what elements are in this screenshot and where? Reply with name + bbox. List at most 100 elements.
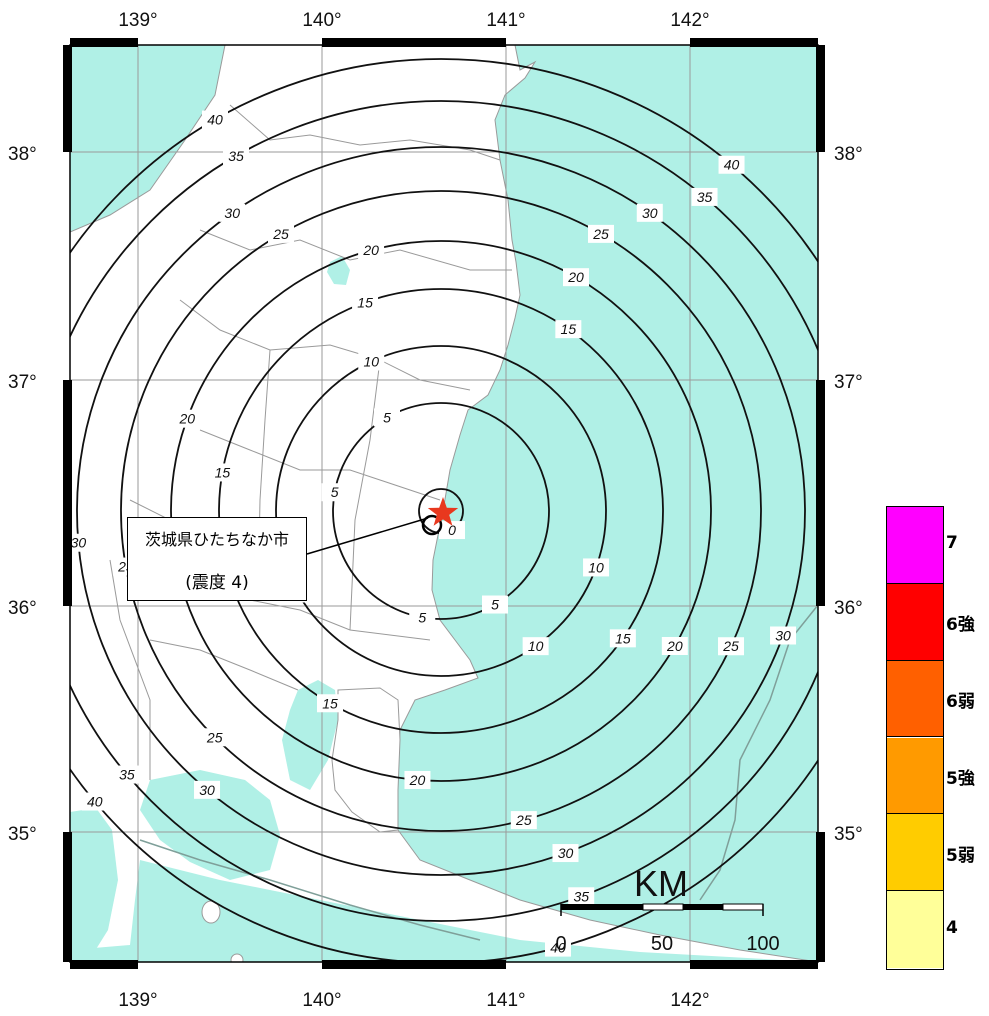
contour-label-bg [223, 146, 249, 165]
contour-label-bg [70, 533, 92, 552]
contour-label-30: 30 [558, 845, 574, 861]
contour-label-bg [81, 792, 108, 811]
scale-tick-50: 50 [651, 933, 673, 955]
legend-swatch-4 [887, 814, 943, 892]
contour-label-bg [482, 595, 508, 614]
contour-label-bg [691, 187, 718, 206]
legend-label-2: 6弱 [946, 692, 975, 713]
contour-label-5: 5 [418, 609, 426, 625]
contour-30 [76, 146, 806, 876]
scale-unit: KM [634, 863, 688, 904]
latitude-labels-right: 38° 37° 36° 35° [834, 144, 863, 845]
contour-label-40: 40 [724, 157, 740, 173]
lat-label-38-left: 38° [8, 144, 37, 165]
sea-sagami-bay [140, 770, 280, 880]
contour-label-10: 10 [528, 638, 544, 654]
contour-label-bg [24, 573, 50, 591]
map-frame [63, 38, 825, 969]
latitude-labels-left: 38° 37° 36° 35° [8, 144, 37, 845]
contour-label-bg [317, 694, 343, 713]
lat-label-35-right: 35° [834, 824, 863, 845]
legend-label-5: 4 [946, 917, 958, 938]
lon-label-142-bottom: 142° [670, 990, 709, 1011]
scale-tick-100: 100 [746, 933, 779, 955]
intensity-legend [886, 506, 944, 970]
contour-label-10: 10 [363, 353, 379, 369]
contour-label-bg [409, 608, 436, 627]
lon-label-139-bottom: 139° [118, 990, 157, 1011]
contour-label-bg [321, 483, 348, 502]
legend-swatch-0 [887, 507, 943, 584]
scale-tick-0: 0 [555, 933, 566, 955]
lon-label-141-top: 141° [486, 10, 525, 31]
legend-label-3: 5強 [946, 768, 975, 789]
contour-label-35: 35 [573, 888, 589, 904]
contour-label-5: 5 [331, 484, 339, 500]
contour-label-25: 25 [206, 729, 223, 745]
contour-label-35: 35 [228, 148, 244, 164]
contour-20 [170, 240, 712, 782]
legend-swatch-3 [887, 737, 943, 815]
contour-label-35: 35 [119, 767, 135, 783]
contour-label-bg [202, 110, 228, 129]
contour-label-bg [583, 558, 610, 577]
contour-label-5: 5 [491, 597, 499, 613]
legend-swatch-2 [887, 660, 943, 738]
lat-label-37-left: 37° [8, 372, 37, 393]
lon-label-140-top: 140° [302, 10, 341, 31]
city-callout: 茨城県ひたちなか市 (震度 4) [127, 517, 307, 601]
legend-swatch-1 [887, 583, 943, 661]
contour-label-bg [555, 320, 582, 339]
contour-label-bg [770, 626, 797, 645]
contour-label-10: 10 [588, 559, 604, 575]
contour-label-bg [661, 637, 688, 655]
contour-label-20: 20 [567, 269, 584, 285]
scale-bar: KM 0 50 100 [555, 863, 779, 955]
longitude-labels-bottom: 139° 140° 141° 142° [118, 990, 709, 1011]
trough-line [139, 839, 481, 941]
contour-label-bg [404, 770, 431, 789]
legend-label-1: 6強 [946, 615, 975, 636]
contour-label-bg [510, 811, 537, 830]
contour-label-20: 20 [362, 242, 379, 258]
contour-label-15: 15 [215, 464, 231, 480]
callout-intensity: (震度 4) [185, 573, 249, 593]
contour-label-bg [209, 463, 236, 482]
contour-label-bg [544, 938, 571, 957]
contour-10 [275, 345, 607, 677]
lon-label-141-bottom: 141° [486, 990, 525, 1011]
contour-15 [218, 288, 664, 734]
contour-label-0: 0 [448, 522, 456, 538]
contour-label-bg [609, 629, 636, 648]
distance-contours [70, 58, 818, 962]
sea-south [70, 860, 818, 962]
contour-5 [332, 402, 550, 620]
contour-label-30: 30 [775, 627, 791, 643]
contour-label-bg [113, 765, 140, 784]
contour-label-bg [636, 203, 663, 222]
contour-label-bg [552, 844, 579, 863]
legend-label-0: 7 [946, 533, 958, 554]
contour-label-30: 30 [199, 782, 215, 798]
lon-label-140-bottom: 140° [302, 990, 341, 1011]
contour-label-20: 20 [409, 772, 426, 788]
sea-suruga-bay [70, 808, 118, 962]
contour-label-30: 30 [642, 205, 658, 221]
lat-label-38-right: 38° [834, 144, 863, 165]
longitude-labels-top: 139° 140° 141° 142° [118, 10, 709, 31]
contour-label-bg [522, 637, 549, 656]
contour-label-15: 15 [561, 321, 577, 337]
contour-label-20: 20 [666, 638, 683, 654]
contour-label-bg [201, 728, 228, 747]
legend-label-4: 5弱 [946, 845, 975, 866]
contour-label-bg [588, 224, 614, 243]
contour-label-bg [358, 352, 385, 371]
contour-label-bg [194, 780, 221, 799]
contour-label-35: 35 [697, 189, 713, 205]
lat-label-36-left: 36° [8, 598, 37, 619]
map-body: 0555510101010151515151520202020202525252… [24, 45, 818, 962]
contour-label-bg [568, 887, 595, 906]
contour-25 [120, 190, 762, 832]
lat-label-35-left: 35° [8, 824, 37, 845]
